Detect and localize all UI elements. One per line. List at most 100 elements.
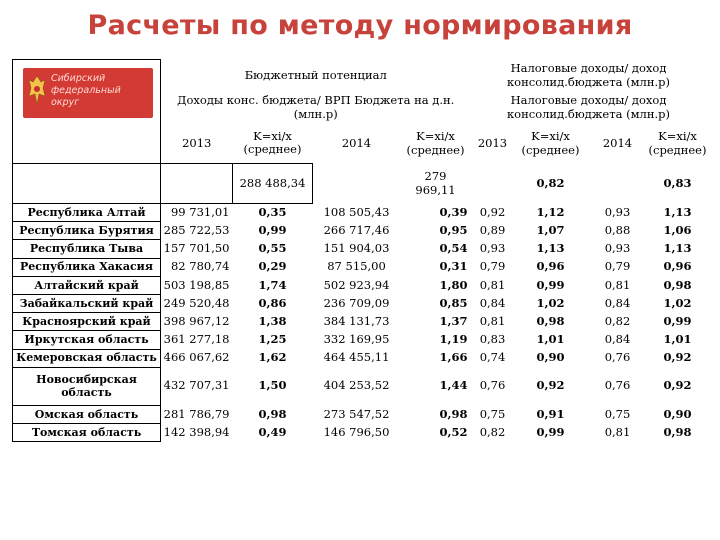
logo-line3: округ <box>51 97 80 108</box>
tax-year-2013-header: 2013 <box>477 135 508 150</box>
table-row: Красноярский край 398 967,12 1,38 384 131,7… <box>12 312 707 332</box>
tax-k-2013-header: K=xi/x (среднее) <box>515 124 587 164</box>
tax-2014: 0,88 <box>604 223 631 238</box>
value-2014: 151 904,03 <box>323 241 390 256</box>
avg-empty-1 <box>160 163 233 204</box>
value-2013: 157 701,50 <box>163 241 230 256</box>
value-2013: 432 707,31 <box>163 378 230 393</box>
value-2013: 285 722,53 <box>163 223 230 238</box>
data-rows: Республика Алтай 99 731,01 0,35 108 505,43 0… <box>12 202 707 443</box>
region-name: Республика Хакасия <box>12 257 161 277</box>
tax-2013: 0,93 <box>479 241 506 256</box>
k-2013-header: K=xi/x (среднее) <box>233 124 313 164</box>
tax-2013: 0,82 <box>479 424 506 439</box>
k-2014: 0,31 <box>439 259 468 274</box>
k-avg: (среднее) <box>406 142 465 157</box>
tax-k-2013: 0,92 <box>536 378 565 393</box>
value-2013: 398 967,12 <box>163 314 230 329</box>
tax-2013: 0,84 <box>479 295 506 310</box>
k-2014: 0,54 <box>439 241 468 256</box>
tax-k-2013: 0,99 <box>536 277 565 292</box>
tax-2014: 0,76 <box>604 350 631 365</box>
avg-k-2013: 0,82 <box>536 175 565 190</box>
tax-k-2013: 1,02 <box>536 295 565 310</box>
table-row: Республика Тыва 157 701,50 0,55 151 904,03 0… <box>12 239 707 259</box>
k-2013: 0,86 <box>258 295 287 310</box>
k-2013: 1,74 <box>258 277 287 292</box>
k-formula: K=xi/x <box>658 129 697 144</box>
k-2014: 0,52 <box>439 424 468 439</box>
tax-year-2014-header: 2014 <box>602 135 633 150</box>
k-2013: 0,55 <box>258 241 287 256</box>
value-2014: 273 547,52 <box>323 406 390 421</box>
k-2013: 0,99 <box>258 223 287 238</box>
logo-line2: федеральный <box>51 85 121 96</box>
avg-2014-value: 279 969,11 <box>401 164 471 204</box>
budget-table: Сибирский федеральный округ Бюджетный по… <box>12 59 707 443</box>
year-2014-header: 2014 <box>341 135 372 150</box>
value-2014: 146 796,50 <box>323 424 390 439</box>
tax-2014: 0,84 <box>604 332 631 347</box>
tax-k-2014: 0,92 <box>663 350 692 365</box>
table-row: Забайкальский край 249 520,48 0,86 236 709,… <box>12 293 707 314</box>
emblem-icon <box>28 75 46 105</box>
table-row: Республика Алтай 99 731,01 0,35 108 505,43 0… <box>12 202 707 223</box>
income-vrp-label: Доходы конс. бюджета/ ВРП <box>177 93 351 108</box>
table-row: Республика Хакасия 82 780,74 0,29 87 515,00… <box>12 257 707 277</box>
tax-2013: 0,74 <box>479 350 506 365</box>
k-2014: 1,19 <box>439 332 468 347</box>
value-2013: 281 786,79 <box>163 406 230 421</box>
tax-2014: 0,84 <box>604 295 631 310</box>
tax-k-2014: 1,13 <box>663 241 692 256</box>
logo-line1: Сибирский <box>51 73 106 84</box>
tax-k-2014: 0,99 <box>663 314 692 329</box>
value-2013: 249 520,48 <box>163 295 230 310</box>
tax-2013: 0,83 <box>479 332 506 347</box>
tax-2013: 0,81 <box>479 314 506 329</box>
tax-k-2014: 0,92 <box>663 378 692 393</box>
table-row: Кемеровская область 466 067,62 1,62 464 455… <box>12 348 707 368</box>
k-formula: K=xi/x <box>531 129 570 144</box>
k-2013: 1,38 <box>258 314 287 329</box>
tax-k-2014: 0,98 <box>663 277 692 292</box>
k-avg: (среднее) <box>648 142 707 157</box>
tax-share-header-2: Налоговые доходы/ доход консолид.бюджета… <box>506 93 671 121</box>
tax-k-2013: 1,13 <box>536 241 565 256</box>
tax-k-2014: 1,02 <box>663 295 692 310</box>
region-name: Кемеровская область <box>12 348 161 368</box>
tax-k-2014: 1,01 <box>663 332 692 347</box>
k-2014: 0,95 <box>439 223 468 238</box>
tax-k-2013: 0,99 <box>536 424 565 439</box>
region-name: Республика Бурятия <box>12 221 161 241</box>
k-2014: 0,98 <box>439 406 468 421</box>
value-2014: 404 253,52 <box>323 378 390 393</box>
value-2013: 361 277,18 <box>163 332 230 347</box>
avg-2014-b: 969,11 <box>415 182 456 197</box>
k-2014-header: K=xi/x (среднее) <box>401 124 471 164</box>
value-2014: 266 717,46 <box>323 223 390 238</box>
region-name: Республика Тыва <box>12 239 161 259</box>
region-name: Забайкальский край <box>12 293 161 314</box>
tax-k-2013: 1,12 <box>536 204 565 219</box>
tax-2014: 0,93 <box>604 241 631 256</box>
value-2013: 99 731,01 <box>170 205 230 220</box>
avg-empty-3 <box>471 164 515 204</box>
tax-2013: 0,81 <box>479 277 506 292</box>
avg-empty-2 <box>313 164 401 204</box>
region-name: Иркутская область <box>12 330 161 350</box>
k-2014: 1,37 <box>439 314 468 329</box>
k-avg: (среднее) <box>521 142 580 157</box>
value-2014: 87 515,00 <box>327 259 386 274</box>
tax-2014: 0,75 <box>604 406 631 421</box>
tax-k-2013: 1,01 <box>536 332 565 347</box>
income-vrp-header: Доходы конс. бюджета/ ВРП Бюджета на д.н… <box>161 92 471 124</box>
avg-empty-4 <box>587 164 649 204</box>
tax-k-2013: 1,07 <box>536 223 565 238</box>
k-2014: 0,85 <box>439 295 468 310</box>
tax-2013: 0,79 <box>479 259 506 274</box>
region-name: Томская область <box>12 422 161 443</box>
k-avg: (среднее) <box>243 142 302 157</box>
value-2013: 82 780,74 <box>170 259 230 274</box>
table-row: Иркутская область 361 277,18 1,25 332 169,9… <box>12 330 707 350</box>
tax-2013: 0,92 <box>479 204 506 219</box>
